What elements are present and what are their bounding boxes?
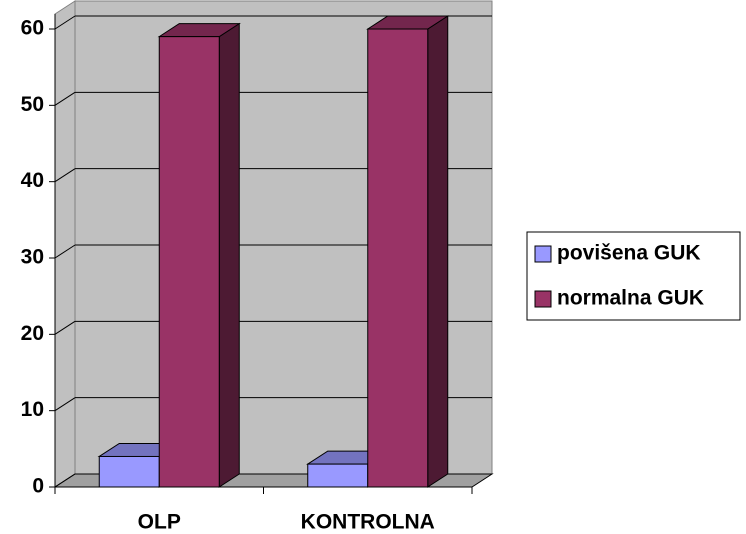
grid-line — [54, 91, 76, 106]
x-tick-label: OLP — [138, 511, 181, 534]
bar — [307, 463, 369, 488]
y-tick-label: 0 — [32, 475, 44, 498]
y-tick-label: 10 — [21, 398, 44, 421]
grid-line — [54, 244, 76, 259]
y-tick-label: 50 — [21, 93, 44, 116]
y-tick-label: 60 — [21, 17, 44, 40]
y-tick-label: 20 — [21, 322, 44, 345]
bar-side — [218, 22, 240, 488]
legend-box — [526, 231, 741, 321]
side-wall — [54, 0, 76, 488]
bar — [98, 455, 160, 488]
x-tick-label: KONTROLNA — [301, 511, 435, 534]
y-tick-label: 30 — [21, 246, 44, 269]
grid-line — [54, 473, 76, 488]
y-tick-label: 40 — [21, 169, 44, 192]
legend-swatch — [534, 290, 552, 308]
grid-line — [54, 397, 76, 412]
grid-line — [54, 168, 76, 183]
grid-line — [54, 320, 76, 335]
legend-label: povišena GUK — [557, 242, 701, 265]
legend-label: normalna GUK — [557, 287, 704, 310]
bar-side — [427, 15, 449, 488]
bar — [158, 36, 220, 488]
grid-line — [54, 15, 76, 30]
legend-swatch — [534, 245, 552, 263]
bar — [367, 28, 429, 488]
